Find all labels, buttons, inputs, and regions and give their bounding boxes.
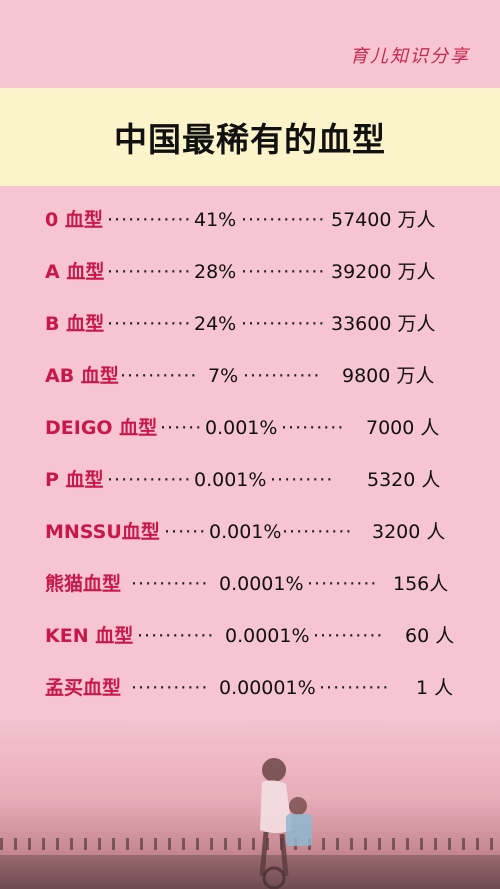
percentage: 0.001% [205,417,278,439]
background-photo [0,720,500,889]
list-item: A 血型 ············ 28% ············ 39200… [0,254,500,290]
leader-dots: ··········· [131,573,209,595]
percentage: 0.0001% [225,625,310,647]
leader-dots: ········· [281,417,345,439]
percentage: 41% [194,209,237,231]
population-count: 7000 人 [366,417,440,439]
leader-dots: ············ [241,261,326,283]
leader-dots: ············ [107,469,192,491]
percentage: 24% [194,313,237,335]
leader-dots: ·········· [282,521,353,543]
population-count: 60 人 [405,625,455,647]
leader-dots: ·········· [307,573,378,595]
blood-type-name: P 血型 [45,469,104,491]
blood-type-name: 0 血型 [45,209,103,231]
blood-type-name: A 血型 [45,261,105,283]
population-count: 57400 万人 [331,209,436,231]
leader-dots: ········· [270,469,334,491]
cyclist-silhouette-icon [259,758,312,889]
blood-type-name: MNSSU血型 [45,521,160,543]
percentage: 7% [208,365,239,387]
list-item: KEN 血型 ··········· 0.0001% ·········· 60… [0,618,500,654]
blood-type-name: AB 血型 [45,365,119,387]
leader-dots: ············ [107,261,192,283]
percentage: 0.0001% [219,573,304,595]
list-item: 孟买血型 ··········· 0.00001% ·········· 1 人 [0,670,500,706]
population-count: 39200 万人 [331,261,436,283]
leader-dots: ·········· [313,625,384,647]
blood-type-name: DEIGO 血型 [45,417,158,439]
leader-dots: ············ [241,209,326,231]
population-count: 5320 人 [367,469,441,491]
fence [0,838,500,850]
leader-dots: ············ [107,313,192,335]
leader-dots: ··········· [137,625,215,647]
percentage: 0.00001% [219,677,316,699]
population-count: 9800 万人 [342,365,435,387]
leader-dots: ·········· [319,677,390,699]
blood-type-name: 熊猫血型 [45,573,122,595]
list-item: P 血型 ············ 0.001% ········· 5320 … [0,462,500,498]
population-count: 156人 [393,573,449,595]
leader-dots: ··········· [131,677,209,699]
list-item: DEIGO 血型 ······ 0.001% ········· 7000 人 [0,410,500,446]
leader-dots: ······ [164,521,207,543]
list-item: 熊猫血型 ··········· 0.0001% ·········· 156人 [0,566,500,602]
leader-dots: ··········· [243,365,321,387]
list-item: B 血型 ············ 24% ············ 33600… [0,306,500,342]
list-item: AB 血型 ··········· 7% ··········· 9800 万人 [0,358,500,394]
blood-type-name: B 血型 [45,313,105,335]
road [0,855,500,889]
brand-watermark: 育儿知识分享 [350,46,470,67]
blood-type-name: 孟买血型 [45,677,122,699]
leader-dots: ··········· [120,365,198,387]
percentage: 0.001% [209,521,282,543]
population-count: 3200 人 [372,521,446,543]
leader-dots: ············ [107,209,192,231]
percentage: 0.001% [194,469,267,491]
population-count: 1 人 [416,677,454,699]
title-band: 中国最稀有的血型 [0,88,500,186]
blood-type-name: KEN 血型 [45,625,134,647]
leader-dots: ············ [241,313,326,335]
percentage: 28% [194,261,237,283]
population-count: 33600 万人 [331,313,436,335]
list-item: MNSSU血型 ······ 0.001% ·········· 3200 人 [0,514,500,550]
leader-dots: ······ [160,417,203,439]
page-title: 中国最稀有的血型 [114,120,386,159]
list-item: 0 血型 ············ 41% ············ 57400… [0,202,500,238]
